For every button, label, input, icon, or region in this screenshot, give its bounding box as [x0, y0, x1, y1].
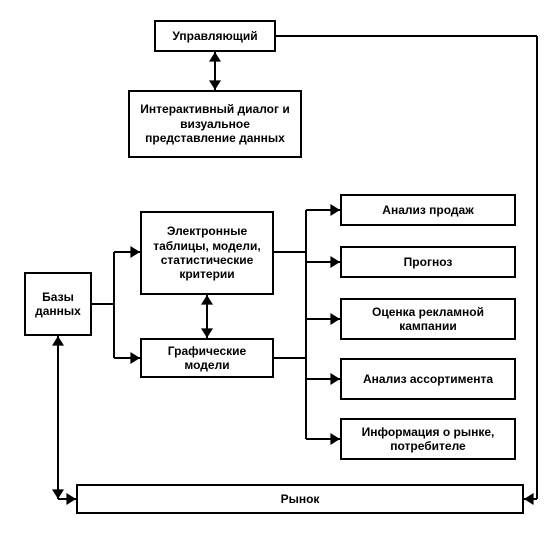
node-sales: Анализ продаж — [340, 194, 516, 226]
node-forecast: Прогноз — [340, 246, 516, 278]
node-db: Базы данных — [24, 272, 92, 336]
node-marketinfo: Информация о рынке, потребителе — [340, 418, 516, 460]
node-spreadsheets: Электронные таблицы, модели, статистичес… — [140, 211, 274, 295]
node-manager: Управляющий — [154, 20, 276, 52]
node-dialog: Интерактивный диалог и визуальное предст… — [128, 90, 302, 158]
node-market: Рынок — [76, 484, 524, 514]
node-adcampaign: Оценка рекламной кампании — [340, 298, 516, 340]
node-assortment: Анализ ассортимента — [340, 358, 516, 400]
node-graphmodels: Графические модели — [140, 338, 274, 378]
diagram-canvas: Управляющий Интерактивный диалог и визуал… — [0, 0, 555, 536]
